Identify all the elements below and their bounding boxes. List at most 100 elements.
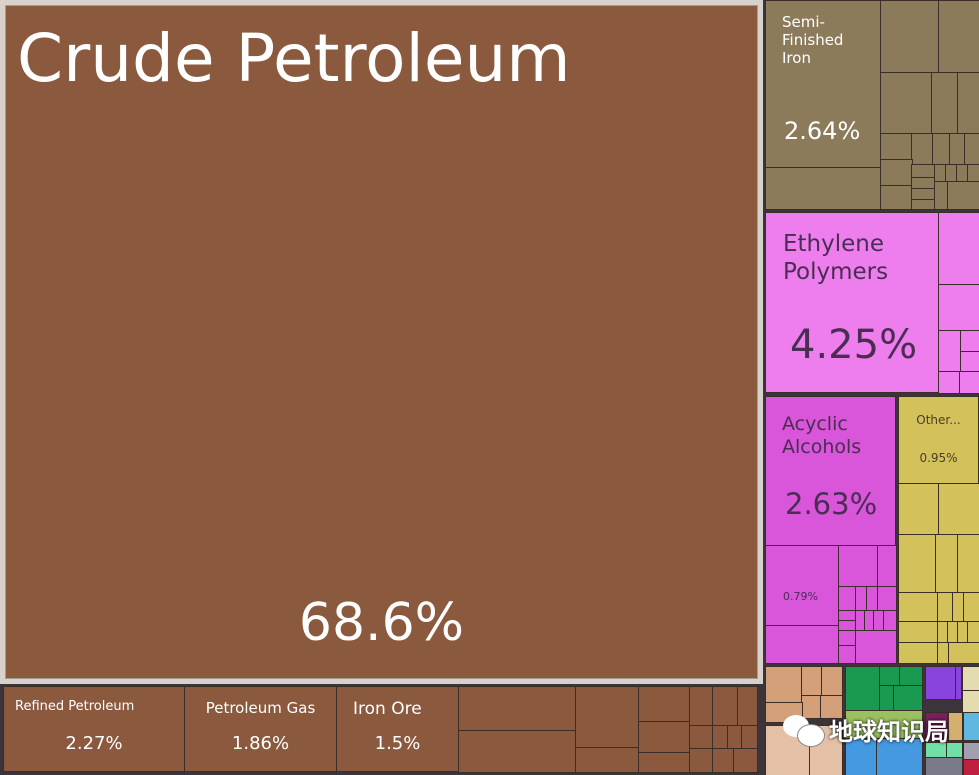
treemap-subcell[interactable] [925,757,963,775]
treemap-subcell[interactable] [458,686,577,732]
treemap-subcell[interactable] [957,72,979,135]
treemap-subcell[interactable] [967,621,979,644]
treemap-subcell[interactable] [898,642,939,664]
treemap-subcell[interactable] [925,666,957,700]
cell-value: 68.6% [298,593,465,653]
cell-label: Refined Petroleum [15,699,135,714]
cell-value: 1.86% [231,733,290,754]
treemap-subcell[interactable] [960,351,979,373]
cell-label: Acyclic Alcohols [782,413,862,458]
treemap-subcell[interactable] [898,534,937,594]
treemap-subcell[interactable] [801,666,823,697]
treemap-subcell[interactable] [938,0,979,74]
treemap-subcell[interactable] [821,666,843,697]
cell-refined-petroleum[interactable]: Refined Petroleum 2.27% [3,686,185,772]
cell-value: 0.79% [783,590,818,603]
cell-label: Iron Ore [353,699,422,719]
treemap-subcell[interactable] [741,725,758,750]
treemap-subcell[interactable] [938,330,962,373]
treemap-subcell[interactable] [845,666,881,711]
treemap-subcell[interactable] [938,483,979,536]
treemap-subcell[interactable] [689,686,714,727]
treemap-subcell[interactable] [712,686,739,727]
treemap-subcell[interactable] [883,610,897,632]
treemap-subcell[interactable] [880,0,940,74]
cell-semi-finished-iron[interactable]: Semi-Finished Iron 2.64% [765,0,881,168]
treemap-subcell[interactable] [948,712,963,741]
treemap-subcell[interactable] [959,371,979,394]
cell-iron-ore[interactable]: Iron Ore 1.5% [336,686,459,772]
treemap-subcell[interactable] [935,534,959,594]
treemap-subcell[interactable] [963,712,979,741]
cell-other[interactable]: Other... 0.95% [898,396,979,484]
treemap-subcell[interactable] [963,592,979,623]
cell-acyclic-sub[interactable]: 0.79% [765,545,839,626]
treemap-subcell[interactable] [899,666,923,687]
treemap-subcell[interactable] [931,72,959,135]
treemap-subcell[interactable] [712,748,735,773]
treemap-subcell[interactable] [880,185,913,210]
treemap-subcell[interactable] [877,586,897,612]
treemap-subcell[interactable] [737,686,758,727]
cell-crude-petroleum[interactable]: Crude Petroleum 68.6% [0,0,763,684]
treemap-subcell[interactable] [938,371,961,394]
cell-value: 1.5% [374,733,421,754]
treemap-subcell[interactable] [880,72,933,135]
treemap-subcell[interactable] [876,738,923,775]
treemap-subcell[interactable] [925,712,948,741]
treemap-subcell[interactable] [820,695,843,719]
cell-label: Semi-Finished Iron [782,13,844,67]
treemap-subcell[interactable] [962,666,979,692]
cell-petroleum-gas[interactable]: Petroleum Gas 1.86% [184,686,337,772]
cell-label: Ethylene Polymers [783,231,889,285]
treemap-subcell[interactable] [964,133,979,166]
cell-label: Other... [916,413,961,427]
treemap-subcell[interactable] [938,212,979,286]
treemap-subcell[interactable] [898,621,939,644]
treemap-subcell[interactable] [893,685,923,711]
treemap-subcell[interactable] [911,133,934,166]
treemap-subcell[interactable] [689,748,714,773]
treemap-subcell[interactable] [765,167,882,210]
cell-acyclic-alcohols[interactable]: Acyclic Alcohols 2.63% [765,396,896,546]
cell-label: Crude Petroleum [17,20,571,97]
cell-ethylene-polymers[interactable]: Ethylene Polymers 4.25% [765,212,939,393]
treemap-subcell[interactable] [947,181,979,210]
treemap-subcell[interactable] [575,686,640,749]
treemap-subcell[interactable] [960,330,979,353]
treemap-subcell[interactable] [855,630,897,664]
cell-value: 4.25% [790,322,918,368]
watermark: 地球知识局 [783,712,949,747]
treemap-subcell[interactable] [638,752,691,773]
treemap-subcell[interactable] [962,690,979,713]
treemap-subcell[interactable] [898,592,939,623]
treemap-subcell[interactable] [955,666,962,700]
treemap-subcell[interactable] [765,666,803,704]
treemap-subcell[interactable] [733,748,758,773]
treemap-subcell[interactable] [879,666,901,687]
treemap-subcell[interactable] [638,686,691,723]
treemap-subcell[interactable] [765,625,840,664]
wechat-icon [783,714,825,747]
treemap-subcell[interactable] [938,284,979,332]
treemap-subcell[interactable] [880,159,913,187]
treemap-subcell[interactable] [880,133,913,161]
treemap-subcell[interactable] [845,710,923,739]
treemap-subcell[interactable] [727,725,742,750]
treemap-subcell[interactable] [845,738,878,775]
treemap-subcell[interactable] [877,545,897,588]
treemap-subcell[interactable] [638,721,691,754]
treemap-subcell[interactable] [575,747,640,773]
treemap-subcell[interactable] [458,730,577,773]
treemap-subcell[interactable] [898,483,940,536]
treemap-subcell[interactable] [957,534,979,594]
treemap-subcell[interactable] [963,759,979,775]
treemap-subcell[interactable] [838,545,879,588]
treemap-subcell[interactable] [689,725,714,750]
cell-value: 2.64% [784,117,861,145]
cell-value: 2.27% [65,733,123,754]
cell-value: 0.95% [919,451,958,465]
treemap-subcell[interactable] [911,199,936,210]
treemap-subcell[interactable] [948,642,979,664]
